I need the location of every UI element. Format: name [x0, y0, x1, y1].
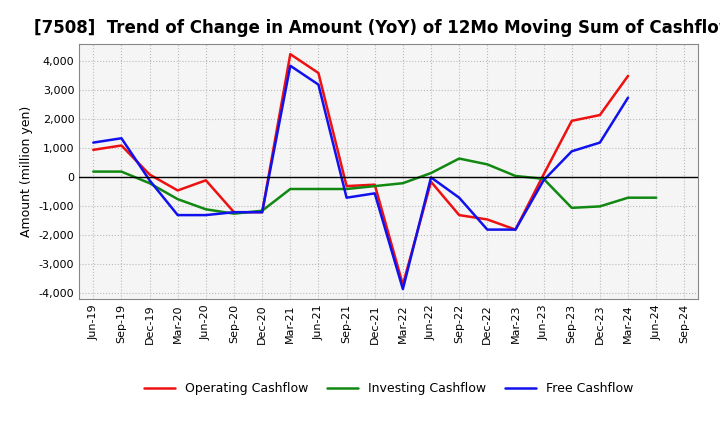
Operating Cashflow — [145, 172, 154, 177]
Free Cashflow — [174, 213, 182, 218]
Investing Cashflow — [174, 197, 182, 202]
Line: Free Cashflow: Free Cashflow — [94, 66, 628, 289]
Investing Cashflow — [258, 208, 266, 213]
Operating Cashflow — [483, 217, 492, 222]
Operating Cashflow — [286, 51, 294, 57]
Y-axis label: Amount (million yen): Amount (million yen) — [20, 106, 33, 237]
Free Cashflow — [455, 195, 464, 200]
Investing Cashflow — [427, 170, 436, 176]
Operating Cashflow — [624, 73, 632, 78]
Investing Cashflow — [370, 183, 379, 189]
Operating Cashflow — [595, 112, 604, 117]
Operating Cashflow — [455, 213, 464, 218]
Investing Cashflow — [539, 176, 548, 181]
Free Cashflow — [202, 213, 210, 218]
Free Cashflow — [258, 209, 266, 215]
Line: Investing Cashflow: Investing Cashflow — [94, 158, 656, 214]
Title: [7508]  Trend of Change in Amount (YoY) of 12Mo Moving Sum of Cashflows: [7508] Trend of Change in Amount (YoY) o… — [34, 19, 720, 37]
Operating Cashflow — [427, 179, 436, 184]
Investing Cashflow — [117, 169, 126, 174]
Operating Cashflow — [314, 70, 323, 76]
Free Cashflow — [624, 95, 632, 100]
Investing Cashflow — [595, 204, 604, 209]
Free Cashflow — [483, 227, 492, 232]
Investing Cashflow — [624, 195, 632, 200]
Operating Cashflow — [89, 147, 98, 153]
Free Cashflow — [595, 140, 604, 145]
Investing Cashflow — [286, 187, 294, 192]
Investing Cashflow — [230, 211, 238, 216]
Investing Cashflow — [652, 195, 660, 200]
Investing Cashflow — [455, 156, 464, 161]
Investing Cashflow — [89, 169, 98, 174]
Free Cashflow — [286, 63, 294, 68]
Free Cashflow — [342, 195, 351, 200]
Operating Cashflow — [230, 209, 238, 215]
Operating Cashflow — [342, 183, 351, 189]
Free Cashflow — [567, 149, 576, 154]
Free Cashflow — [314, 82, 323, 87]
Investing Cashflow — [342, 187, 351, 192]
Investing Cashflow — [483, 162, 492, 167]
Free Cashflow — [230, 209, 238, 215]
Free Cashflow — [117, 136, 126, 141]
Investing Cashflow — [314, 187, 323, 192]
Operating Cashflow — [117, 143, 126, 148]
Free Cashflow — [370, 191, 379, 196]
Investing Cashflow — [399, 180, 408, 186]
Investing Cashflow — [567, 205, 576, 210]
Free Cashflow — [399, 286, 408, 292]
Operating Cashflow — [202, 178, 210, 183]
Investing Cashflow — [511, 173, 520, 179]
Operating Cashflow — [258, 209, 266, 215]
Free Cashflow — [89, 140, 98, 145]
Free Cashflow — [427, 175, 436, 180]
Investing Cashflow — [202, 207, 210, 212]
Free Cashflow — [539, 178, 548, 183]
Operating Cashflow — [567, 118, 576, 124]
Operating Cashflow — [174, 188, 182, 193]
Investing Cashflow — [145, 180, 154, 186]
Operating Cashflow — [511, 227, 520, 232]
Line: Operating Cashflow: Operating Cashflow — [94, 54, 628, 285]
Operating Cashflow — [370, 182, 379, 187]
Free Cashflow — [511, 227, 520, 232]
Operating Cashflow — [399, 282, 408, 287]
Legend: Operating Cashflow, Investing Cashflow, Free Cashflow: Operating Cashflow, Investing Cashflow, … — [139, 377, 639, 400]
Operating Cashflow — [539, 172, 548, 177]
Free Cashflow — [145, 178, 154, 183]
